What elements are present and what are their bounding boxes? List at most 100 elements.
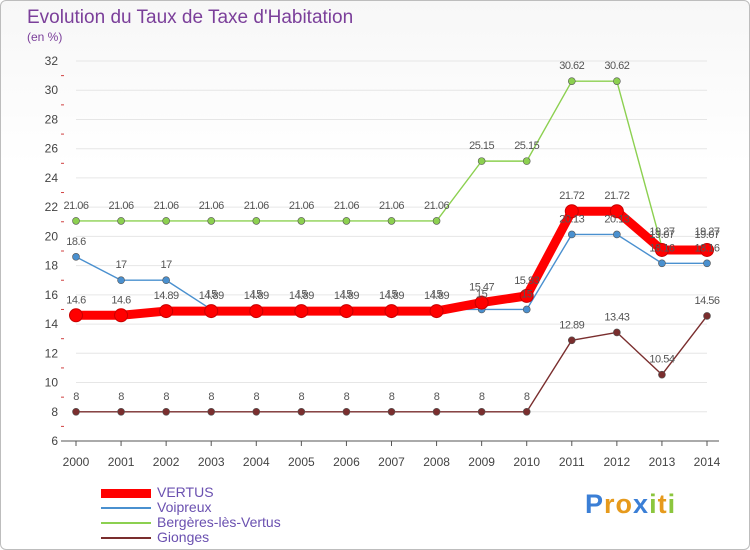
data-label: 13.43 — [604, 311, 629, 323]
data-label: 15.93 — [514, 275, 539, 287]
data-point-0 — [700, 242, 714, 257]
data-label: 15.47 — [469, 282, 494, 294]
data-label: 8 — [389, 391, 395, 403]
data-label: 14.6 — [111, 294, 131, 306]
data-point-3 — [162, 407, 170, 416]
logo-letter: x — [633, 489, 650, 519]
x-tick-label: 2000 — [63, 455, 90, 469]
data-label: 15 — [521, 288, 533, 300]
data-point-0 — [474, 295, 489, 310]
x-tick-label: 2002 — [153, 455, 180, 469]
data-label: 17 — [115, 259, 127, 271]
proxiti-logo: Proxiti — [585, 489, 676, 520]
y-tick-label: 22 — [45, 200, 59, 214]
data-label: 19.27 — [694, 226, 719, 238]
data-label: 14.6 — [66, 294, 86, 306]
data-label: 15 — [386, 288, 398, 300]
x-tick-label: 2003 — [198, 455, 225, 469]
data-label: 20.13 — [604, 213, 629, 225]
data-label: 17 — [161, 259, 173, 271]
data-point-2 — [162, 217, 170, 225]
data-label: 19.07 — [649, 229, 674, 241]
data-label: 15 — [476, 288, 488, 300]
logo-letter: o — [615, 489, 634, 519]
data-point-0 — [384, 304, 399, 319]
data-point-3 — [567, 336, 576, 345]
chart-title: Evolution du Taux de Taxe d'Habitation — [27, 7, 354, 28]
data-label: 15 — [206, 288, 218, 300]
data-point-2 — [117, 217, 125, 225]
data-point-0 — [339, 304, 354, 319]
data-point-1 — [703, 259, 711, 268]
x-tick-label: 2007 — [378, 455, 405, 469]
x-tick-label: 2009 — [468, 455, 495, 469]
legend-swatch — [101, 522, 151, 524]
y-tick-label: 6 — [51, 434, 58, 448]
data-label: 8 — [208, 391, 214, 403]
data-label: 15 — [251, 288, 263, 300]
chart-subtitle: (en %) — [27, 30, 63, 44]
data-label: 8 — [344, 391, 350, 403]
data-point-1 — [658, 259, 666, 268]
data-point-2 — [342, 217, 351, 225]
data-point-2 — [387, 217, 396, 225]
data-point-2 — [252, 217, 261, 225]
data-label: 18.6 — [66, 236, 86, 248]
data-label: 21.06 — [63, 200, 88, 212]
data-label: 8 — [163, 391, 169, 403]
legend-label: Bergères-lès-Vertus — [157, 514, 281, 530]
legend-label: Voipreux — [157, 499, 212, 515]
data-label: 14.89 — [154, 290, 179, 302]
data-point-3 — [252, 407, 261, 416]
data-point-2 — [207, 217, 216, 225]
data-point-3 — [522, 407, 531, 416]
legend-swatch — [101, 507, 151, 509]
data-label: 21.72 — [604, 190, 629, 202]
data-point-0 — [564, 204, 579, 219]
data-point-1 — [567, 230, 576, 239]
logo-letter: t — [657, 489, 668, 519]
data-label: 18.16 — [694, 242, 719, 254]
data-label: 19.07 — [694, 229, 719, 241]
x-tick-label: 2006 — [333, 455, 360, 469]
y-tick-label: 12 — [45, 346, 59, 360]
data-label: 25.15 — [514, 140, 539, 152]
x-tick-label: 2005 — [288, 455, 315, 469]
data-point-0 — [204, 304, 219, 319]
data-label: 21.06 — [424, 200, 449, 212]
data-point-0 — [609, 204, 624, 219]
data-label: 30.62 — [559, 60, 584, 72]
y-tick-label: 10 — [45, 376, 59, 390]
data-label: 21.06 — [289, 200, 314, 212]
data-point-3 — [297, 407, 306, 416]
x-tick-label: 2004 — [243, 455, 270, 469]
data-point-0 — [249, 304, 264, 319]
data-point-0 — [654, 242, 669, 257]
data-point-3 — [72, 407, 80, 416]
data-label: 21.06 — [244, 200, 269, 212]
data-point-3 — [342, 407, 351, 416]
data-point-3 — [432, 407, 441, 416]
data-point-1 — [522, 305, 531, 314]
data-point-2 — [432, 217, 441, 225]
x-tick-label: 2013 — [649, 455, 676, 469]
y-tick-label: 32 — [45, 54, 59, 68]
legend-label: VERTUS — [157, 484, 214, 500]
x-tick-label: 2008 — [423, 455, 450, 469]
x-tick-label: 2011 — [559, 455, 585, 469]
data-label: 14.89 — [199, 290, 224, 302]
data-label: 21.06 — [334, 200, 359, 212]
data-label: 18.16 — [649, 242, 674, 254]
data-point-2 — [72, 217, 80, 225]
logo-letter: P — [585, 489, 605, 519]
data-point-0 — [159, 304, 174, 319]
data-point-0 — [429, 304, 444, 319]
logo-letter: r — [604, 489, 616, 519]
data-point-0 — [519, 288, 534, 303]
x-tick-label: 2012 — [604, 455, 631, 469]
data-label: 14.56 — [694, 295, 719, 307]
data-label: 15 — [341, 288, 353, 300]
x-tick-label: 2014 — [694, 455, 721, 469]
y-tick-label: 14 — [45, 317, 59, 331]
data-point-1 — [162, 276, 170, 285]
